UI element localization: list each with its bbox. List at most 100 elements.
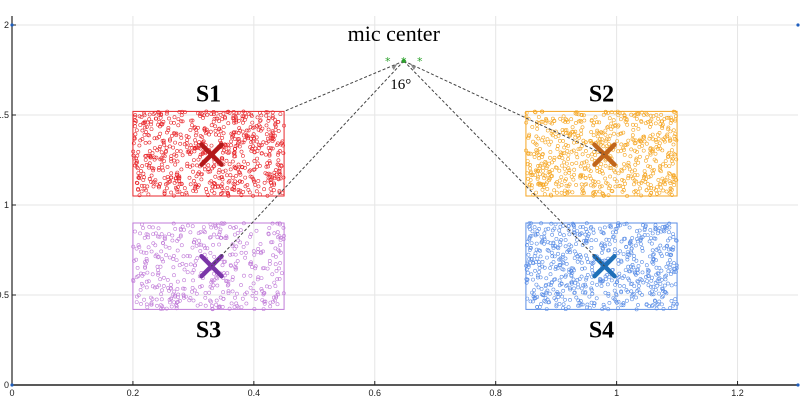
data-point [555,245,560,250]
data-point [669,283,674,288]
data-point [194,174,199,179]
data-point [555,190,559,195]
data-point [259,151,264,156]
data-point [160,257,165,262]
data-point [641,223,645,228]
data-point [674,138,679,143]
data-point [139,169,143,173]
data-point [255,161,260,166]
data-point [255,277,260,282]
data-point [600,307,605,312]
data-point [166,126,171,130]
data-point [535,126,540,131]
data-point [200,151,205,156]
data-point [664,244,669,249]
data-point [671,303,675,308]
data-point [165,165,170,169]
data-point [606,193,611,198]
data-point [175,175,180,180]
data-point [179,113,184,118]
data-point [276,120,280,124]
data-point [533,173,538,178]
data-point [134,161,139,166]
data-point [534,241,539,246]
data-point [601,302,606,307]
data-point [213,132,218,137]
data-point [191,158,196,163]
data-point [556,184,561,189]
data-point [212,232,216,237]
data-point [182,142,187,147]
data-point [241,140,246,145]
data-point [649,190,654,195]
data-point [566,157,571,161]
mic-lines-layer: *** [211,55,605,267]
data-point [198,249,203,253]
data-point [525,239,530,244]
data-point [281,151,286,156]
data-point [167,255,172,260]
data-point [666,127,671,132]
data-point [203,303,208,308]
data-point [266,175,271,180]
data-point [257,119,262,124]
data-point [225,190,230,195]
data-point [580,266,585,271]
data-point [208,298,212,303]
data-point [579,231,584,236]
data-point [143,125,148,130]
data-point [628,154,633,159]
data-point [194,163,199,168]
data-point [573,280,578,285]
data-point [209,123,214,128]
data-point [277,266,281,271]
data-point [198,302,203,307]
data-point [564,128,569,132]
data-point [663,274,667,279]
data-point [237,126,242,131]
data-point [556,246,561,251]
data-point [566,223,571,228]
data-point [220,177,225,182]
data-point [590,261,595,266]
data-point [625,194,630,198]
data-point [656,178,661,182]
data-point [162,154,167,159]
data-point [657,276,662,281]
data-point [650,289,654,294]
data-point [144,256,149,261]
data-point [656,246,661,251]
data-point [539,234,544,239]
data-point [278,112,283,117]
data-point [281,175,286,180]
data-point [251,167,256,172]
data-point [544,290,549,295]
data-point [281,291,286,296]
data-point [224,236,229,240]
data-point [579,172,583,177]
data-point [660,148,665,153]
data-point [208,250,213,255]
data-point [137,114,142,119]
data-point [595,130,600,135]
data-point [533,110,538,115]
data-point [187,150,192,155]
data-point [568,287,573,292]
data-point [558,242,563,247]
data-point [633,162,638,167]
data-point [612,131,616,136]
data-point [220,169,225,174]
data-point [179,119,184,124]
data-point [640,292,644,297]
data-point [233,165,238,170]
data-point [651,292,656,297]
data-point [259,143,264,147]
data-point [673,297,678,302]
data-point [599,184,604,189]
data-point [159,150,164,155]
data-point [200,151,205,156]
data-point [608,184,613,189]
data-point [595,134,600,139]
data-point [149,249,154,254]
data-point [642,228,647,233]
